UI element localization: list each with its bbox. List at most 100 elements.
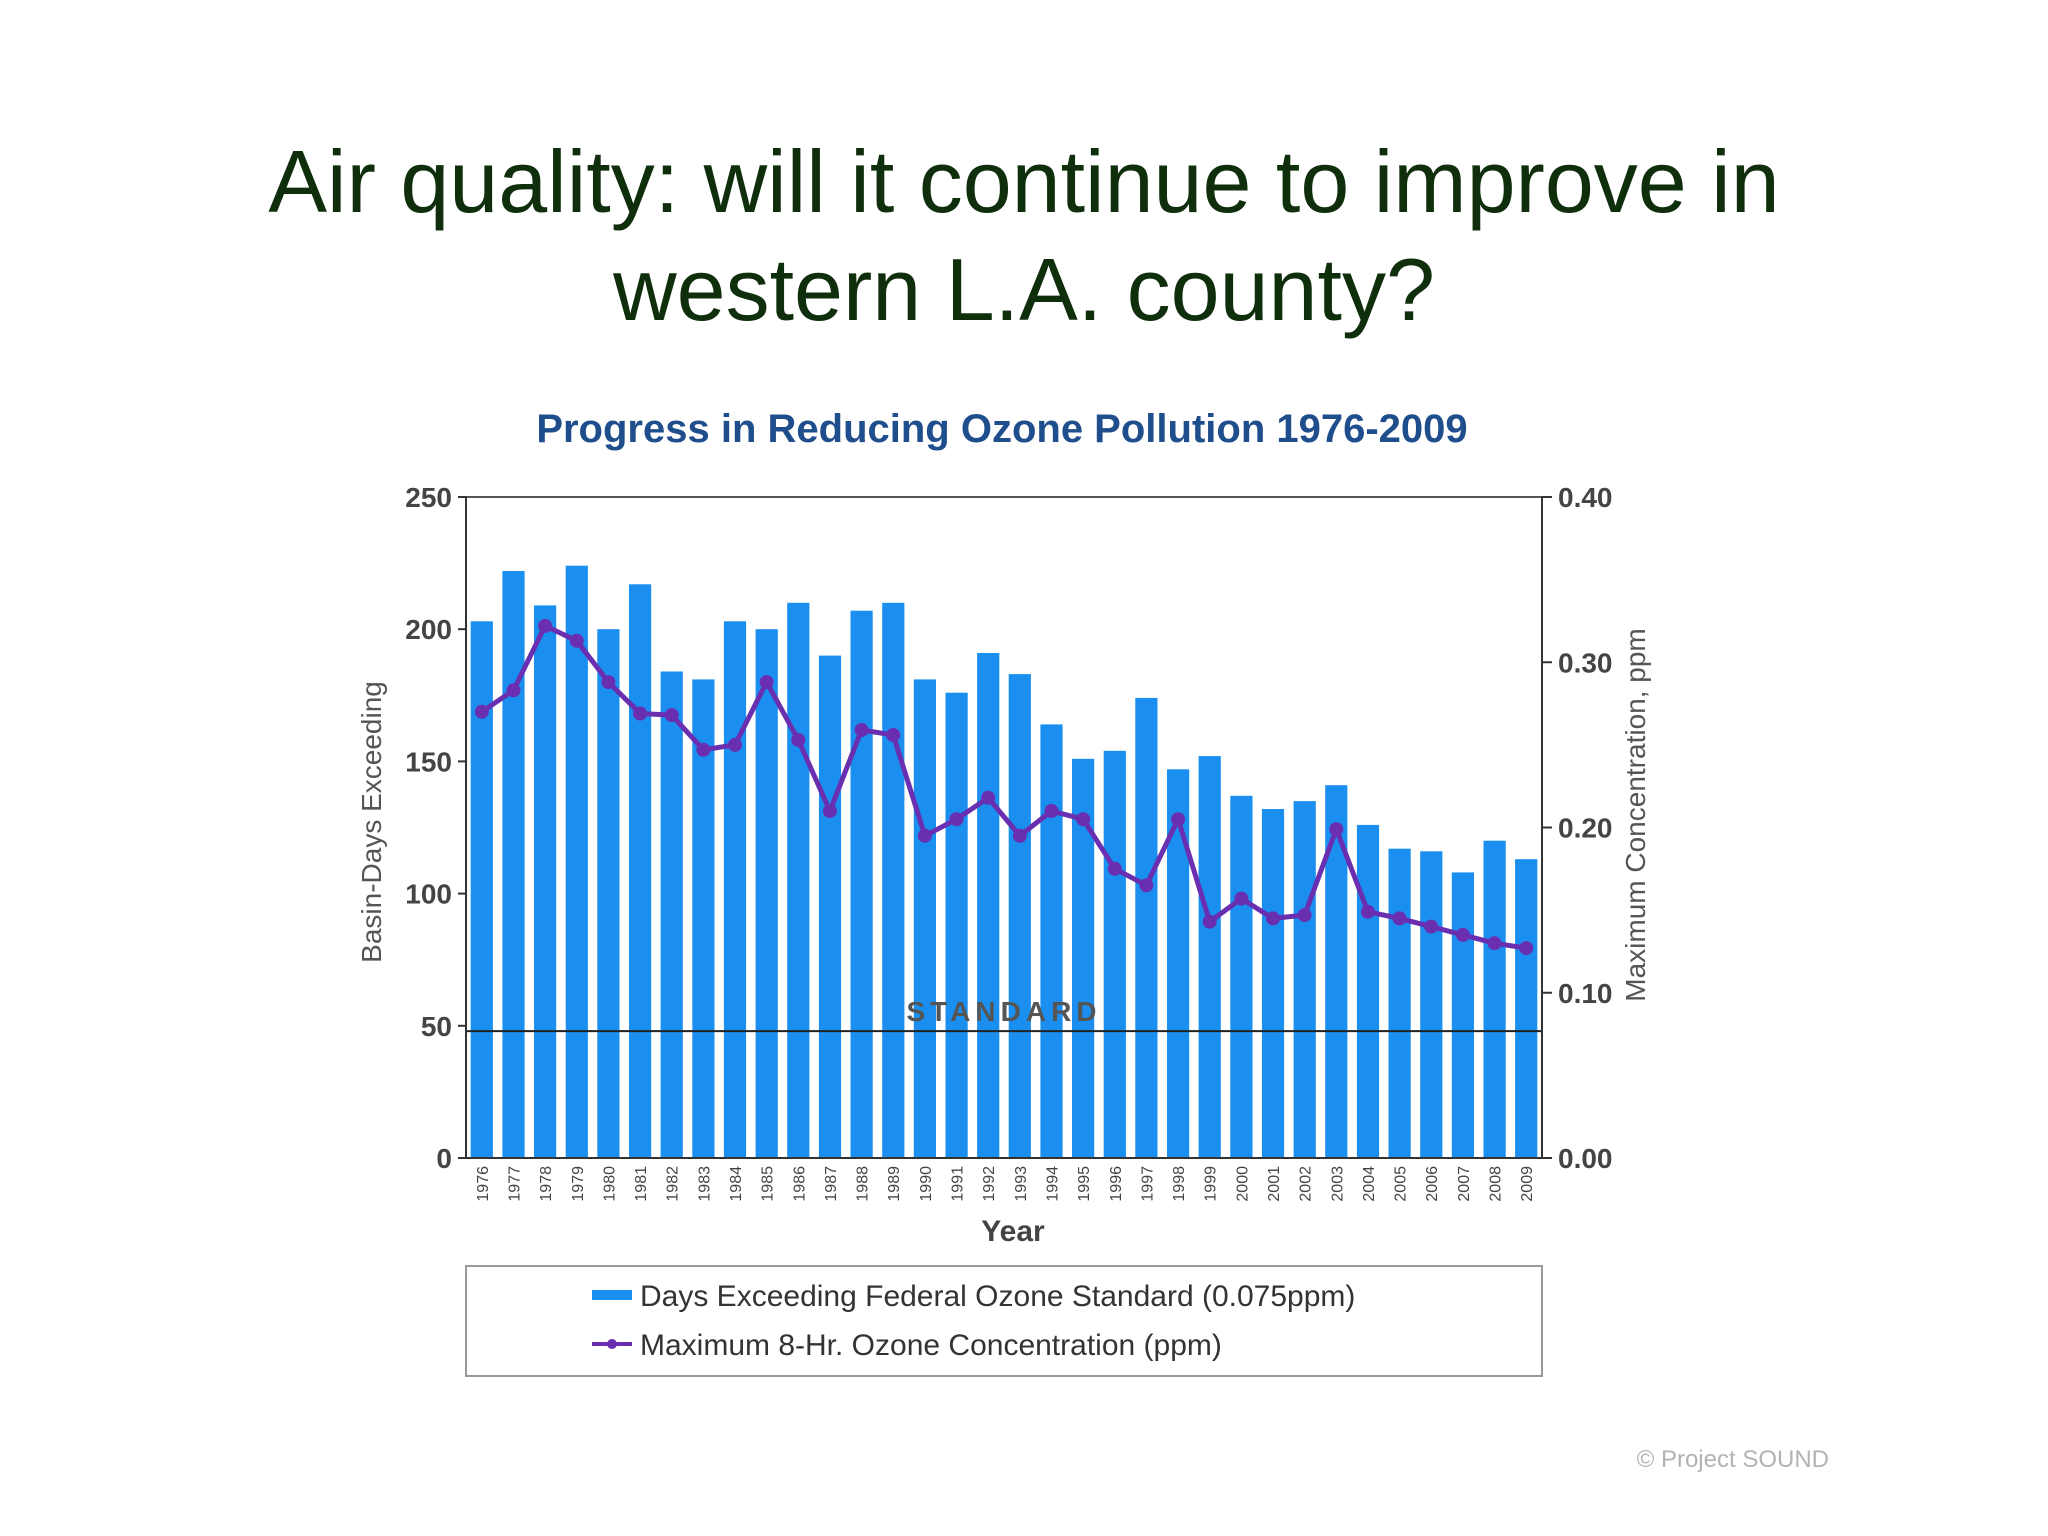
- x-tick-label: 2006: [1424, 1166, 1441, 1202]
- bar-1980: [597, 629, 620, 1158]
- bar-1979: [565, 565, 588, 1158]
- bar-1987: [818, 655, 842, 1158]
- y-tick-label-left: 250: [405, 482, 452, 513]
- point-1989: [886, 728, 901, 742]
- y-axis-label-right: Maximum Concentration, ppm: [1620, 628, 1651, 1001]
- y-tick-label-left: 0: [436, 1143, 452, 1174]
- y-tick-label-right: 0.30: [1558, 647, 1613, 678]
- legend-bar-label: Days Exceeding Federal Ozone Standard (0…: [640, 1280, 1355, 1313]
- bar-2007: [1451, 872, 1474, 1158]
- slide-title-line-1: Air quality: will it continue to improve…: [268, 132, 1780, 231]
- bar-1998: [1167, 769, 1190, 1158]
- standard-label: STANDARD: [906, 996, 1101, 1027]
- bar-1983: [692, 679, 715, 1158]
- bar-1989: [882, 602, 905, 1158]
- point-2006: [1424, 919, 1439, 934]
- y-tick-label-left: 50: [421, 1011, 452, 1042]
- y-axis-label-left: Basin-Days Exceeding: [356, 681, 387, 963]
- point-1994: [1044, 804, 1059, 818]
- bar-2005: [1388, 848, 1411, 1158]
- point-1983: [696, 742, 711, 757]
- point-1996: [1107, 861, 1122, 876]
- bar-2002: [1293, 801, 1316, 1158]
- legend-line-marker: [607, 1339, 617, 1349]
- x-tick-label: 2003: [1329, 1166, 1346, 1202]
- point-1988: [854, 723, 869, 737]
- x-tick-label: 2002: [1298, 1166, 1315, 1202]
- x-axis-label: Year: [981, 1215, 1045, 1248]
- bar-1997: [1135, 697, 1158, 1158]
- bar-1995: [1072, 758, 1095, 1158]
- point-2004: [1360, 904, 1375, 919]
- bar-1982: [660, 671, 683, 1158]
- point-1999: [1202, 914, 1217, 929]
- x-tick-label: 1979: [570, 1166, 587, 1202]
- y-tick-label-right: 0.20: [1558, 813, 1613, 844]
- point-2007: [1455, 927, 1470, 942]
- point-2008: [1487, 936, 1502, 951]
- bar-2001: [1261, 809, 1285, 1158]
- y-tick-label-right: 0.10: [1558, 978, 1613, 1009]
- point-1997: [1139, 878, 1154, 893]
- bar-2006: [1420, 851, 1443, 1158]
- x-tick-label: 1988: [855, 1166, 872, 1202]
- x-tick-label: 1983: [696, 1166, 713, 1202]
- point-1990: [917, 828, 932, 843]
- y-tick-label-right: 0.00: [1558, 1143, 1613, 1174]
- point-1982: [664, 708, 679, 723]
- x-tick-label: 1999: [1203, 1166, 1220, 1202]
- x-tick-label: 1977: [507, 1166, 524, 1202]
- bar-1992: [977, 653, 1000, 1158]
- ozone-chart: Progress in Reducing Ozone Pollution 197…: [356, 407, 1651, 1377]
- point-1991: [949, 812, 964, 827]
- point-1980: [601, 675, 616, 690]
- slide-title: Air quality: will it continue to improve…: [0, 128, 2048, 344]
- bar-2004: [1356, 824, 1380, 1158]
- x-tick-label: 2009: [1519, 1166, 1536, 1202]
- point-1977: [506, 683, 521, 698]
- bar-2003: [1325, 785, 1348, 1158]
- x-tick-label: 1976: [475, 1166, 492, 1202]
- x-tick-label: 1990: [918, 1166, 935, 1202]
- point-2003: [1329, 822, 1344, 837]
- slide-title-line-2: western L.A. county?: [613, 240, 1435, 339]
- x-tick-label: 1992: [981, 1166, 998, 1202]
- point-2000: [1234, 891, 1249, 906]
- x-tick-label: 1994: [1045, 1166, 1062, 1202]
- bar-1993: [1008, 674, 1031, 1158]
- legend-bar-swatch: [592, 1290, 632, 1300]
- x-tick-label: 1987: [823, 1166, 840, 1202]
- x-tick-label: 1991: [950, 1166, 967, 1202]
- x-tick-label: 2004: [1361, 1166, 1378, 1202]
- chart-title: Progress in Reducing Ozone Pollution 197…: [536, 407, 1467, 451]
- x-tick-label: 1981: [633, 1166, 650, 1202]
- x-tick-label: 1982: [665, 1166, 682, 1202]
- bar-1984: [723, 621, 747, 1158]
- y-tick-label-left: 200: [405, 614, 452, 645]
- point-1985: [759, 675, 774, 690]
- bar-2009: [1515, 859, 1538, 1158]
- x-tick-label: 1997: [1139, 1166, 1156, 1202]
- bar-1988: [850, 610, 873, 1158]
- bar-1978: [534, 605, 557, 1158]
- x-tick-label: 1998: [1171, 1166, 1188, 1202]
- y-tick-label-left: 100: [405, 879, 452, 910]
- bar-1999: [1198, 756, 1221, 1158]
- x-tick-label: 2005: [1393, 1166, 1410, 1202]
- x-tick-label: 1993: [1013, 1166, 1030, 1202]
- point-1992: [981, 790, 996, 805]
- x-tick-label: 2007: [1456, 1166, 1473, 1202]
- point-1998: [1171, 812, 1186, 827]
- x-tick-label: 1986: [791, 1166, 808, 1202]
- x-tick-label: 1980: [601, 1166, 618, 1202]
- concentration-line: [480, 623, 1527, 951]
- x-tick-label: 1985: [760, 1166, 777, 1202]
- bar-1994: [1040, 724, 1063, 1158]
- x-tick-label: 1996: [1108, 1166, 1125, 1202]
- x-tick-label: 2001: [1266, 1166, 1283, 1202]
- bar-1990: [913, 679, 936, 1158]
- point-2002: [1297, 908, 1312, 923]
- chart-legend: Days Exceeding Federal Ozone Standard (0…: [465, 1265, 1543, 1377]
- point-2001: [1266, 911, 1280, 926]
- x-tick-label: 2000: [1234, 1166, 1251, 1202]
